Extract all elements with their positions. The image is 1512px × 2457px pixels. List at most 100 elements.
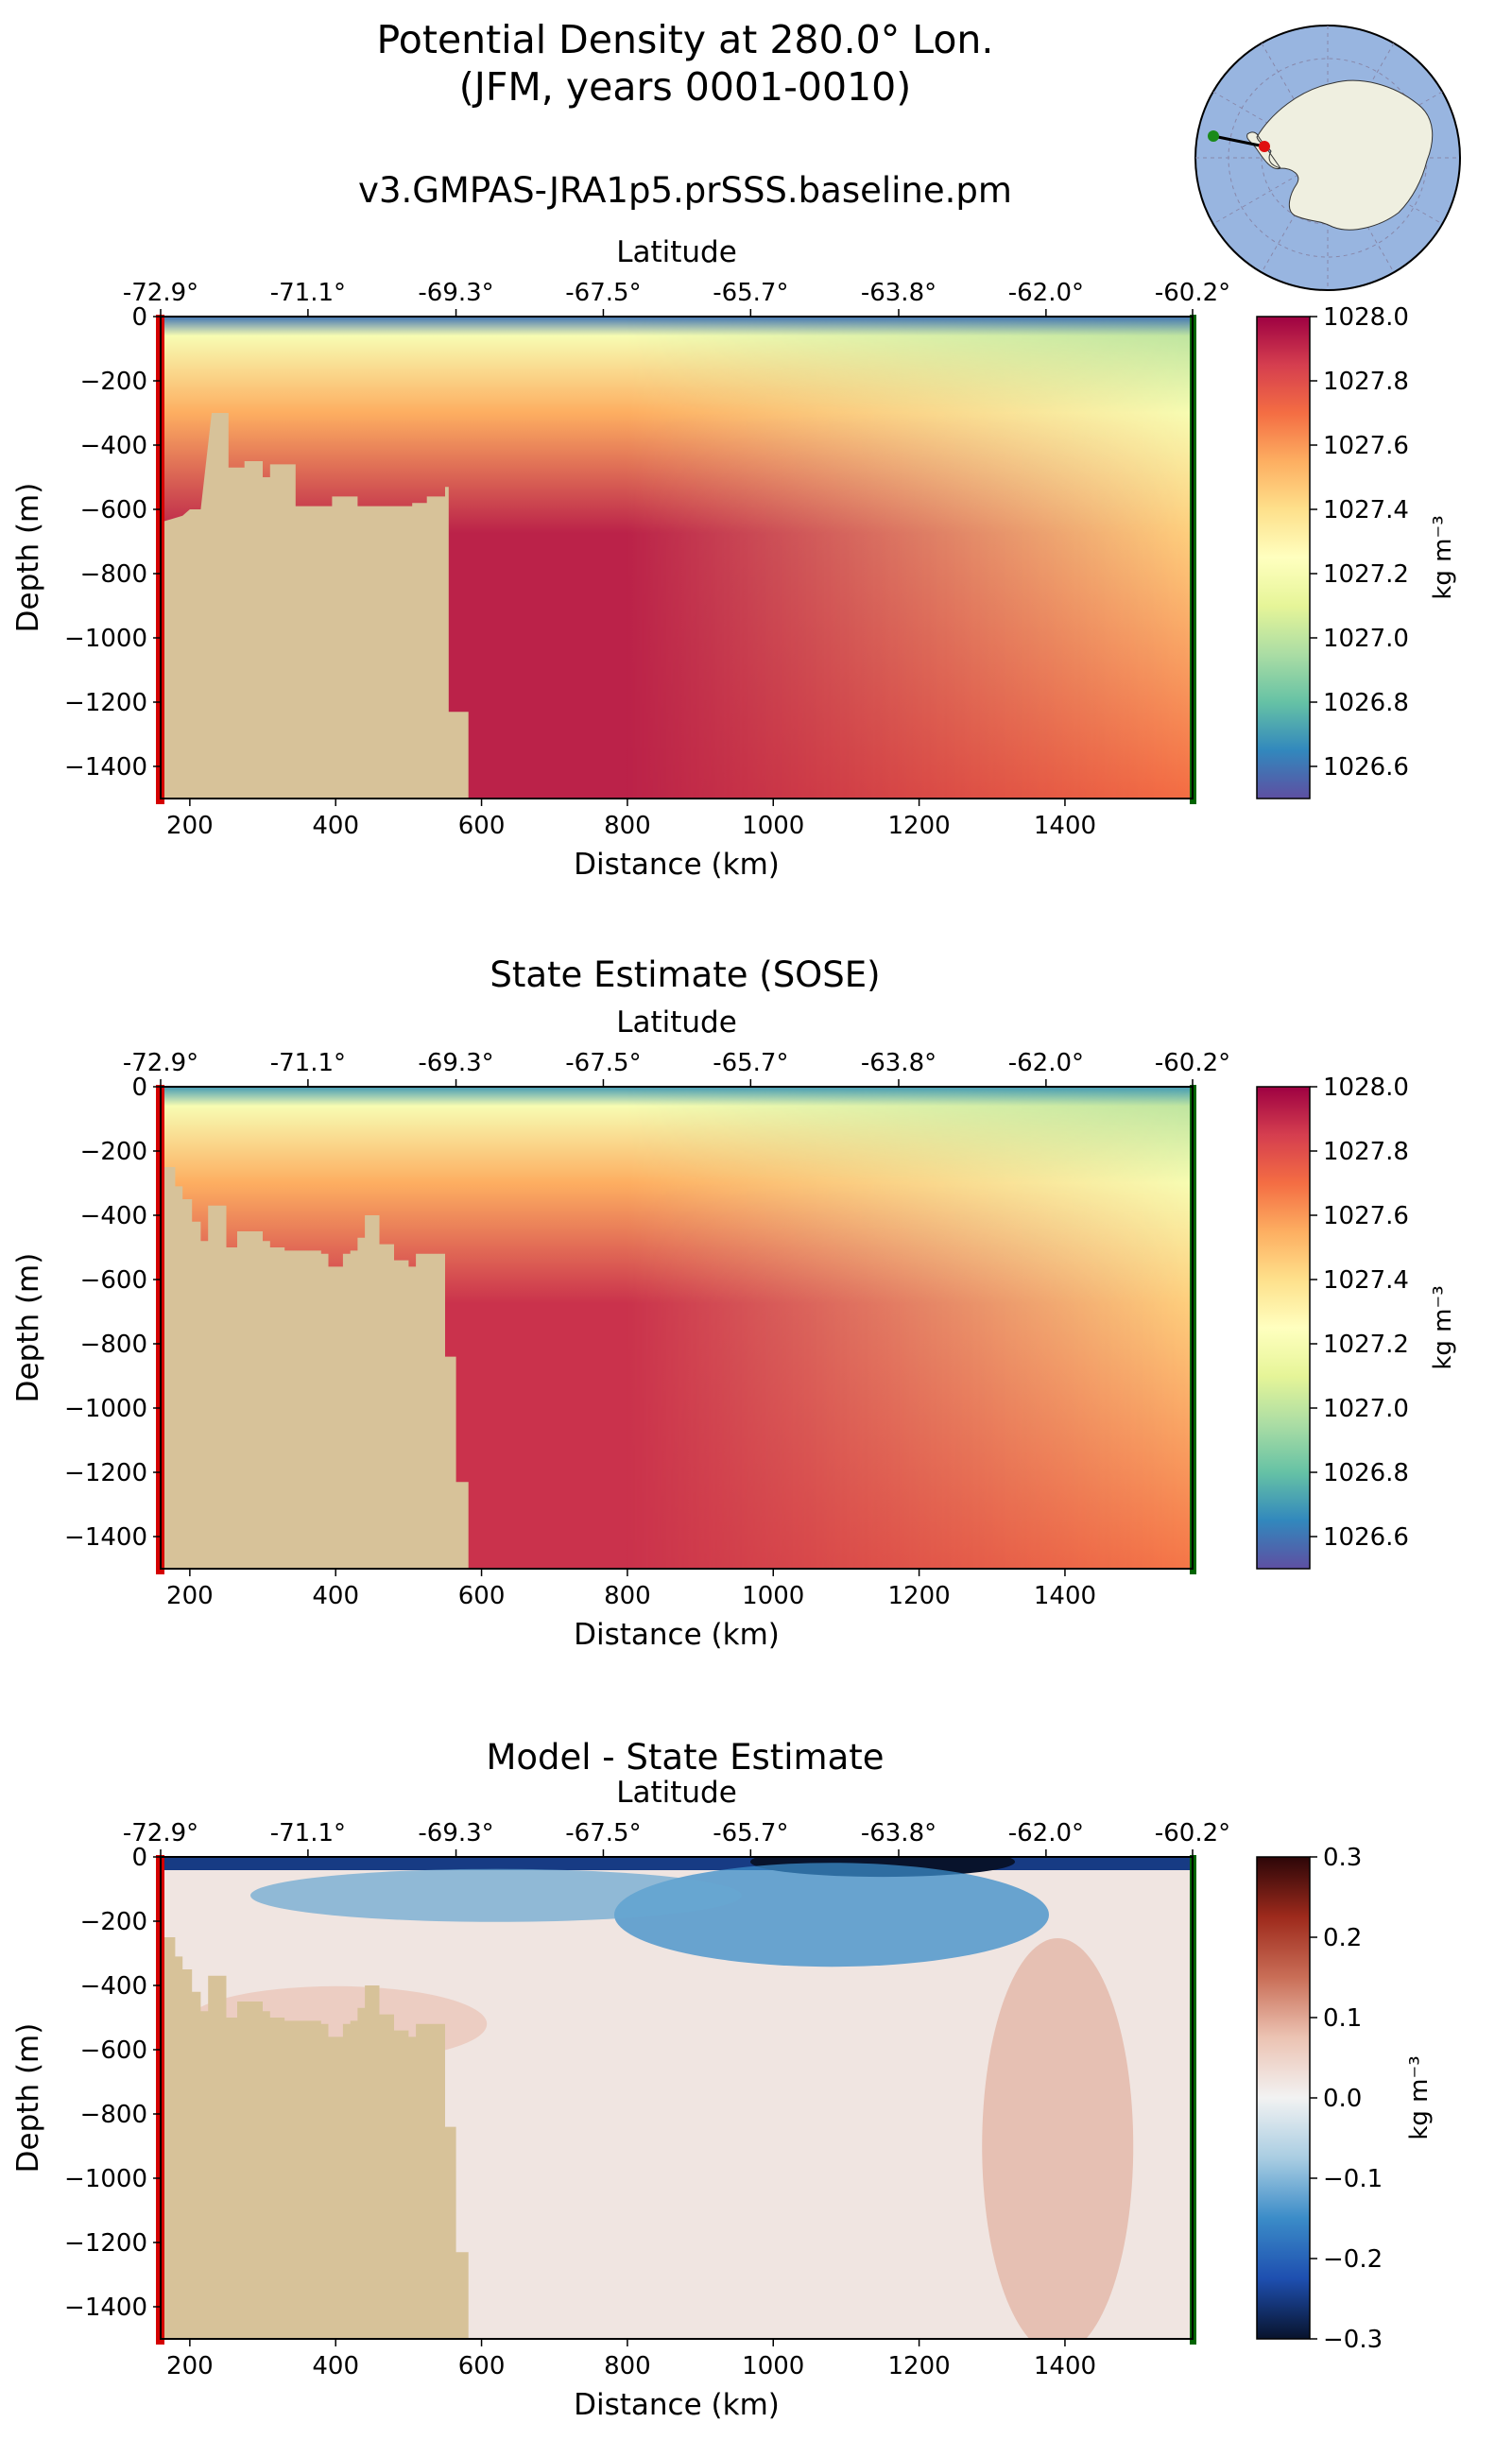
x-axis-label: Distance (km) bbox=[574, 1618, 780, 1652]
lat-tick-label: -67.5° bbox=[565, 1049, 641, 1077]
lat-tick-label: -71.1° bbox=[270, 279, 346, 307]
y-tick-label: −200 bbox=[80, 1908, 147, 1936]
y-tick-label: −1000 bbox=[64, 2165, 147, 2193]
lat-tick-label: -69.3° bbox=[418, 1049, 493, 1077]
colorbar-tick-label: 1027.6 bbox=[1323, 1202, 1409, 1230]
colorbar-tick-label: 1027.4 bbox=[1323, 496, 1409, 524]
panel-obs: 200 400 600 800 1000 1200 1400 Distance (km) -72… bbox=[11, 1005, 1457, 1652]
x-tick-label: 1400 bbox=[1034, 812, 1096, 840]
colorbar-tick-label: 1027.6 bbox=[1323, 432, 1409, 460]
figure-title-line1: Potential Density at 280.0° Lon. bbox=[376, 17, 994, 62]
panel-model: 200 400 600 800 1000 1200 1400 Distance (km) -72… bbox=[11, 235, 1457, 882]
y-tick-label: 0 bbox=[131, 303, 147, 332]
y-tick-label: −800 bbox=[80, 560, 147, 589]
y-tick-label: −1000 bbox=[64, 1395, 147, 1423]
x-tick-label: 1400 bbox=[1034, 1582, 1096, 1610]
y-tick-label: −200 bbox=[80, 1138, 147, 1166]
colorbar-unit-label: kg m⁻³ bbox=[1405, 2055, 1434, 2139]
x-tick-label: 1200 bbox=[888, 2352, 951, 2380]
y-tick-label: −200 bbox=[80, 368, 147, 396]
figure-title-line2: (JFM, years 0001-0010) bbox=[458, 64, 912, 110]
bathymetry-land bbox=[161, 1937, 469, 2339]
x-tick-label: 400 bbox=[312, 1582, 359, 1610]
x-tick-label: 600 bbox=[458, 812, 506, 840]
y-axis-label: Depth (m) bbox=[11, 483, 45, 633]
y-tick-label: −400 bbox=[80, 1972, 147, 2001]
colorbar-tick-label: 1027.0 bbox=[1323, 625, 1409, 653]
panel-diff: 200 400 600 800 1000 1200 1400 Distance (km) -72… bbox=[11, 1776, 1434, 2422]
colorbar bbox=[1256, 316, 1311, 799]
x-tick-label: 600 bbox=[458, 2352, 506, 2380]
lat-tick-label: -67.5° bbox=[565, 1819, 641, 1847]
colorbar bbox=[1256, 1086, 1311, 1570]
top-axis-label: Latitude bbox=[616, 1005, 737, 1040]
y-tick-label: −800 bbox=[80, 1331, 147, 1359]
y-tick-label: −1000 bbox=[64, 625, 147, 653]
lat-tick-label: -71.1° bbox=[270, 1049, 346, 1077]
colorbar-tick-label: 1028.0 bbox=[1323, 303, 1409, 332]
lat-tick-label: -72.9° bbox=[123, 1049, 198, 1077]
colorbar-tick-label: 0.1 bbox=[1323, 2004, 1362, 2033]
x-tick-label: 800 bbox=[604, 2352, 651, 2380]
panel-title-model: v3.GMPAS-JRA1p5.prSSS.baseline.pm bbox=[358, 170, 1012, 211]
lat-tick-label: -63.8° bbox=[861, 1049, 936, 1077]
x-tick-label: 800 bbox=[604, 1582, 651, 1610]
x-tick-label: 1000 bbox=[742, 2352, 804, 2380]
lat-tick-label: -69.3° bbox=[418, 1819, 493, 1847]
colorbar-tick-label: −0.1 bbox=[1323, 2165, 1383, 2193]
lat-tick-label: -63.8° bbox=[861, 279, 936, 307]
lat-tick-label: -63.8° bbox=[861, 1819, 936, 1847]
lat-tick-label: -62.0° bbox=[1008, 279, 1084, 307]
bathymetry-land bbox=[161, 413, 469, 799]
field-diff-deep-positive bbox=[982, 1938, 1134, 2339]
y-tick-label: −400 bbox=[80, 432, 147, 460]
colorbar-tick-label: 1026.8 bbox=[1323, 1459, 1409, 1487]
x-tick-label: 600 bbox=[458, 1582, 506, 1610]
section-field bbox=[161, 1087, 1193, 1569]
lat-tick-label: -62.0° bbox=[1008, 1049, 1084, 1077]
colorbar-tick-label: −0.3 bbox=[1323, 2326, 1383, 2354]
y-tick-label: 0 bbox=[131, 1844, 147, 1872]
section-field bbox=[161, 317, 1193, 799]
x-tick-label: 1200 bbox=[888, 812, 951, 840]
field-diff-shelf-negative bbox=[249, 1868, 742, 1922]
colorbar-tick-label: −0.2 bbox=[1323, 2245, 1383, 2274]
colorbar-tick-label: 1028.0 bbox=[1323, 1074, 1409, 1102]
lat-tick-label: -69.3° bbox=[418, 279, 493, 307]
lat-tick-label: -62.0° bbox=[1008, 1819, 1084, 1847]
y-tick-label: −1200 bbox=[64, 1459, 147, 1487]
plot-frame bbox=[160, 1086, 1194, 1570]
lat-tick-label: -67.5° bbox=[565, 279, 641, 307]
panel-title-diff: Model - State Estimate bbox=[486, 1737, 885, 1778]
bathymetry-land bbox=[161, 1167, 469, 1569]
colorbar-tick-label: 1027.0 bbox=[1323, 1395, 1409, 1423]
y-tick-label: −400 bbox=[80, 1202, 147, 1230]
lat-tick-label: -60.2° bbox=[1155, 1049, 1230, 1077]
x-tick-label: 200 bbox=[166, 1582, 214, 1610]
field-diff-surface bbox=[161, 1857, 1193, 1870]
colorbar-tick-label: 1027.2 bbox=[1323, 1331, 1409, 1359]
colorbar-tick-label: 1027.4 bbox=[1323, 1266, 1409, 1295]
x-tick-label: 400 bbox=[312, 2352, 359, 2380]
colorbar-tick-label: 0.0 bbox=[1323, 2085, 1362, 2113]
x-tick-label: 1000 bbox=[742, 1582, 804, 1610]
x-tick-label: 1400 bbox=[1034, 2352, 1096, 2380]
y-tick-label: −600 bbox=[80, 2036, 147, 2065]
y-tick-label: −1400 bbox=[64, 753, 147, 782]
lat-tick-label: -65.7° bbox=[713, 1049, 788, 1077]
colorbar-tick-label: 1027.8 bbox=[1323, 1138, 1409, 1166]
colorbar-tick-label: 1026.8 bbox=[1323, 689, 1409, 717]
x-tick-label: 800 bbox=[604, 812, 651, 840]
section-field bbox=[161, 1857, 1193, 2339]
lat-tick-label: -72.9° bbox=[123, 1819, 198, 1847]
y-tick-label: 0 bbox=[131, 1074, 147, 1102]
colorbar-tick-label: 0.3 bbox=[1323, 1844, 1362, 1872]
plot-frame bbox=[160, 316, 1194, 799]
colorbar bbox=[1256, 1856, 1311, 2340]
x-tick-label: 400 bbox=[312, 812, 359, 840]
y-tick-label: −800 bbox=[80, 2101, 147, 2129]
x-tick-label: 1000 bbox=[742, 812, 804, 840]
lat-tick-label: -65.7° bbox=[713, 279, 788, 307]
colorbar-tick-label: 1026.6 bbox=[1323, 753, 1409, 782]
